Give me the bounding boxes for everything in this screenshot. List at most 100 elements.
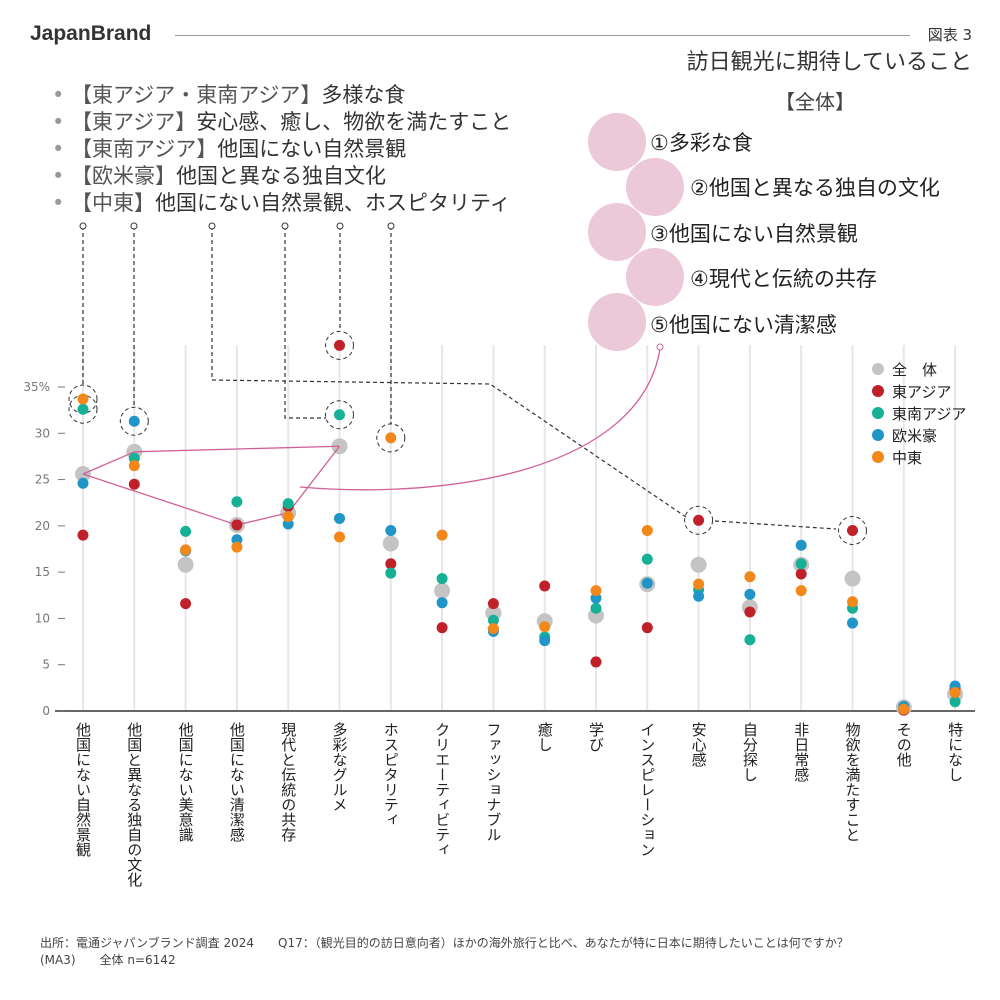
overall-item: ③他国にない自然景観: [650, 222, 858, 246]
mount-fuji-icon: [588, 203, 646, 261]
bullet-item: • 【東アジア・東南アジア】多様な食: [52, 83, 406, 107]
chart-title: 訪日観光に期待していること: [686, 50, 972, 75]
category-label: 他国と異なる独自の文化: [125, 722, 144, 887]
category-label: ファッショナブル: [484, 722, 503, 842]
category-label: 他国にない美意識: [176, 722, 195, 842]
bullet-text: 他国と異なる独自文化: [176, 164, 387, 188]
brand-logo: JapanBrand: [30, 22, 152, 45]
category-label: 物欲を満たすこと: [843, 722, 862, 842]
data-point: [847, 524, 858, 536]
data-point: [744, 588, 756, 600]
data-point: [539, 635, 551, 647]
bullet-text: 他国にない自然景観: [217, 137, 407, 161]
data-point: [128, 478, 140, 490]
data-point: [385, 567, 397, 579]
source-line: (MA3) 全体 n=6142: [40, 953, 176, 967]
data-point: [795, 539, 807, 551]
data-point: [693, 590, 705, 602]
legend-label: 東アジア: [892, 382, 952, 401]
highlight-circle: [119, 406, 149, 436]
data-point: [795, 585, 807, 597]
y-tick-label: 25: [35, 473, 50, 487]
bullet-tag: 【欧米豪】: [71, 164, 177, 188]
data-point: [128, 460, 140, 472]
category-label: 非日常感: [792, 722, 811, 782]
data-point: [231, 519, 243, 531]
y-tick-label: 35%: [23, 380, 50, 394]
data-point: [436, 597, 448, 609]
data-point: [231, 541, 243, 553]
legend-item: 欧米豪: [872, 424, 966, 446]
y-tick-label: 0: [42, 704, 50, 718]
y-tick-label: 5: [42, 658, 50, 672]
bullet-item: • 【欧米豪】他国と異なる独自文化: [52, 164, 387, 188]
data-point: [77, 403, 89, 415]
y-tick-label: 10: [35, 611, 50, 625]
callout-anchor: [387, 222, 395, 230]
bullet-tag: 【東アジア・東南アジア】: [71, 83, 322, 107]
figure-number: 図表 3: [927, 26, 972, 44]
data-point: [385, 524, 397, 536]
data-point: [693, 578, 705, 590]
callout-anchor: [130, 222, 138, 230]
ranking-connector: [299, 348, 661, 491]
callout-anchor: [208, 222, 216, 230]
data-point: [77, 529, 89, 541]
data-point: [487, 598, 499, 610]
category-label: 現代と伝統の共存: [279, 722, 298, 842]
data-point: [434, 582, 451, 599]
data-point: [334, 339, 345, 351]
category-label: 学び: [587, 722, 605, 752]
callout-anchor: [79, 222, 87, 230]
kimono-icon: [626, 158, 684, 216]
category-label: 癒し: [535, 722, 554, 752]
data-point: [590, 656, 602, 668]
data-point: [436, 573, 448, 585]
y-tick-label: 15: [35, 565, 50, 579]
source-line: 出所：電通ジャパンブランド調査 2024 Q17：（観光目的の訪日意向者）ほかの…: [40, 936, 849, 950]
sushi-onigiri-icon: [588, 113, 646, 171]
legend-swatch: [872, 363, 884, 375]
overall-item: ①多彩な食: [650, 131, 753, 155]
legend-item: 東南アジア: [872, 402, 966, 424]
highlight-circle: [376, 423, 406, 453]
data-point: [847, 617, 858, 629]
data-point: [641, 553, 653, 565]
category-label: 他国にない清潔感: [227, 722, 246, 842]
category-label: 他国にない自然景観: [74, 722, 92, 857]
source-note: 出所：電通ジャパンブランド調査 2024 Q17：（観光目的の訪日意向者）ほかの…: [40, 935, 849, 969]
callout-line: [211, 226, 687, 518]
pagoda-tower-icon: [626, 248, 684, 306]
highlight-circle: [325, 400, 354, 430]
data-point: [487, 623, 499, 635]
data-point: [436, 529, 448, 541]
data-point: [180, 544, 192, 556]
highlight-circle: [838, 515, 867, 545]
overall-item: ②他国と異なる独自の文化: [690, 176, 940, 200]
legend-label: 全 体: [892, 360, 938, 379]
ranking-connector: [287, 445, 341, 514]
bullet-text: 多様な食: [321, 83, 406, 107]
legend-item: 中東: [872, 446, 966, 468]
category-label: 自分探し: [740, 722, 759, 782]
data-point: [693, 514, 705, 526]
data-point: [282, 498, 294, 510]
category-label: ホスピタリティ: [381, 722, 400, 827]
callout-anchor: [281, 222, 289, 230]
bullet-item: • 【東アジア】安心感、癒し、物欲を満たすこと: [52, 110, 512, 134]
region-highlights: • 【東アジア・東南アジア】多様な食 • 【東アジア】安心感、癒し、物欲を満たす…: [52, 82, 511, 217]
data-point: [641, 622, 653, 634]
highlight-circle: [684, 505, 714, 535]
data-point: [282, 511, 294, 523]
data-point: [385, 432, 397, 444]
data-point: [77, 477, 89, 489]
legend-swatch: [872, 407, 884, 419]
data-point: [385, 558, 397, 570]
category-label: クリエーティビティ: [433, 722, 452, 857]
data-point: [128, 415, 140, 427]
legend-swatch: [872, 451, 884, 463]
data-point: [898, 703, 910, 715]
bullet-item: • 【東南アジア】他国にない自然景観: [52, 137, 407, 161]
category-label: その他: [894, 722, 913, 767]
